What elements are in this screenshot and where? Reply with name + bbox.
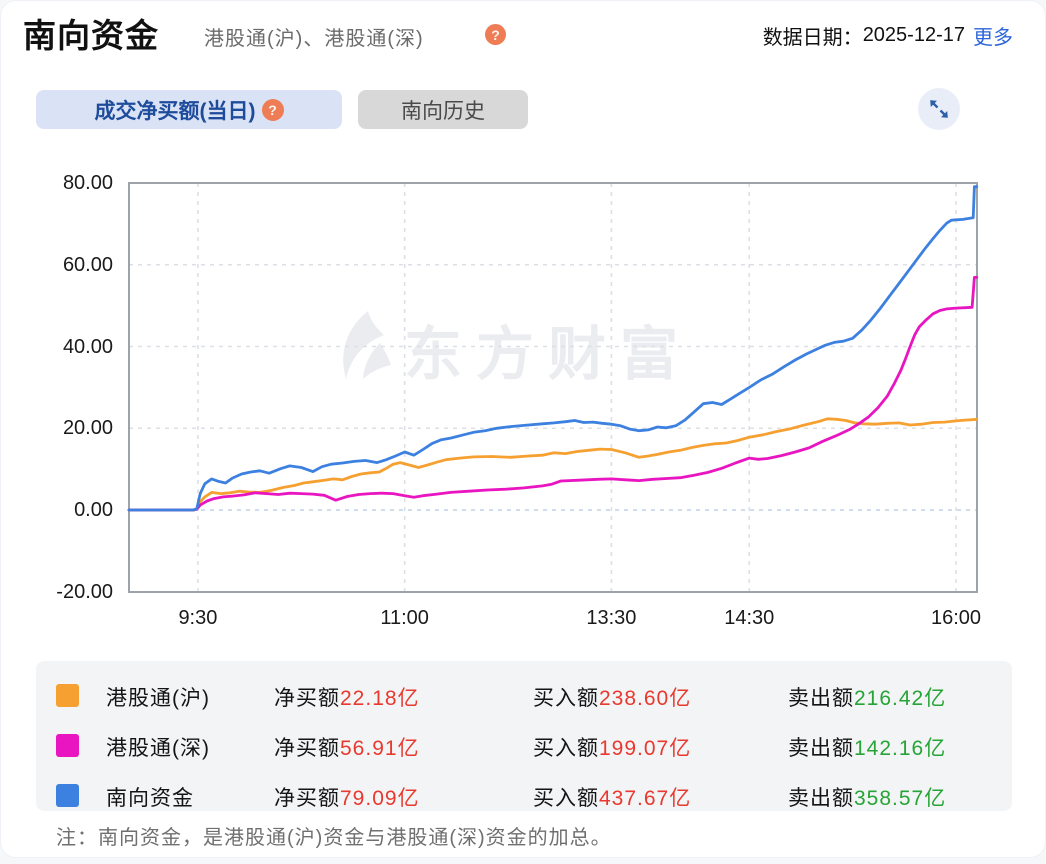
legend-row-sz: 港股通(深) 净买额56.91亿 买入额199.07亿 卖出额142.16亿 <box>36 721 1012 771</box>
buy-value: 238.60亿 <box>599 687 692 710</box>
net-buy-value: 79.09亿 <box>340 787 420 810</box>
y-axis-label: 40.00 <box>62 335 113 358</box>
sell-value: 142.16亿 <box>854 737 947 760</box>
sell-cell: 卖出额358.57亿 <box>788 787 947 810</box>
x-axis-label: 11:00 <box>380 607 429 629</box>
tab-net-buy-today[interactable]: 成交净买额(当日) ? <box>36 90 342 129</box>
sell-cell: 卖出额142.16亿 <box>788 737 947 760</box>
series-name: 港股通(深) <box>106 737 210 760</box>
expand-icon <box>930 100 948 118</box>
tab-southbound-history[interactable]: 南向历史 <box>358 90 528 129</box>
subtitle-help-icon[interactable]: ? <box>485 24 506 45</box>
expand-button[interactable] <box>918 88 960 130</box>
net-buy-cell: 净买额22.18亿 <box>274 687 420 710</box>
footnote: 注：南向资金，是港股通(沪)资金与港股通(深)资金的加总。 <box>56 827 612 849</box>
net-buy-cell: 净买额79.09亿 <box>274 787 420 810</box>
sell-value: 358.57亿 <box>854 787 947 810</box>
net-buy-value: 56.91亿 <box>340 737 420 760</box>
buy-value: 199.07亿 <box>599 737 692 760</box>
data-date-row: 数据日期： 2025-12-17 更多 <box>763 21 1013 50</box>
sell-cell: 卖出额216.42亿 <box>788 687 947 710</box>
y-axis-label: -20.00 <box>56 580 113 603</box>
more-link[interactable]: 更多 <box>973 27 1013 49</box>
tab-help-icon[interactable]: ? <box>261 98 284 121</box>
sell-value: 216.42亿 <box>854 687 947 710</box>
net-buy-value: 22.18亿 <box>340 687 420 710</box>
x-axis-label: 14:30 <box>724 607 775 629</box>
buy-cell: 买入额199.07亿 <box>533 737 692 760</box>
series-swatch-south <box>56 784 79 807</box>
x-axis-label: 9:30 <box>178 607 218 629</box>
series-swatch-sz <box>56 734 79 757</box>
legend-row-sh: 港股通(沪) 净买额22.18亿 买入额238.60亿 卖出额216.42亿 <box>36 671 1012 721</box>
tab-net-buy-today-label: 成交净买额(当日) <box>94 99 256 123</box>
data-date-value: 2025-12-17 <box>862 24 965 46</box>
buy-value: 437.67亿 <box>599 787 692 810</box>
series-swatch-sh <box>56 684 79 707</box>
legend-row-south: 南向资金 净买额79.09亿 买入额437.67亿 卖出额358.57亿 <box>36 771 1012 821</box>
tab-southbound-history-label: 南向历史 <box>401 99 485 123</box>
series-name: 港股通(沪) <box>106 687 210 710</box>
y-axis-label: 0.00 <box>74 499 113 521</box>
buy-cell: 买入额437.67亿 <box>533 787 692 810</box>
y-axis-label: 80.00 <box>62 172 113 194</box>
net-buy-cell: 净买额56.91亿 <box>274 737 420 760</box>
x-axis-label: 16:00 <box>930 607 982 629</box>
y-axis-label: 60.00 <box>62 253 113 276</box>
data-date-label: 数据日期： <box>762 27 863 49</box>
page-title: 南向资金 <box>23 17 159 54</box>
page-subtitle: 港股通(沪)、港股通(深) <box>204 28 424 50</box>
y-axis-label: 20.00 <box>62 417 113 440</box>
series-name: 南向资金 <box>106 787 194 810</box>
intraday-line-chart[interactable] <box>127 182 979 593</box>
legend: 港股通(沪) 净买额22.18亿 买入额238.60亿 卖出额216.42亿 港… <box>36 661 1012 811</box>
buy-cell: 买入额238.60亿 <box>533 687 692 710</box>
x-axis-label: 13:30 <box>586 607 637 629</box>
